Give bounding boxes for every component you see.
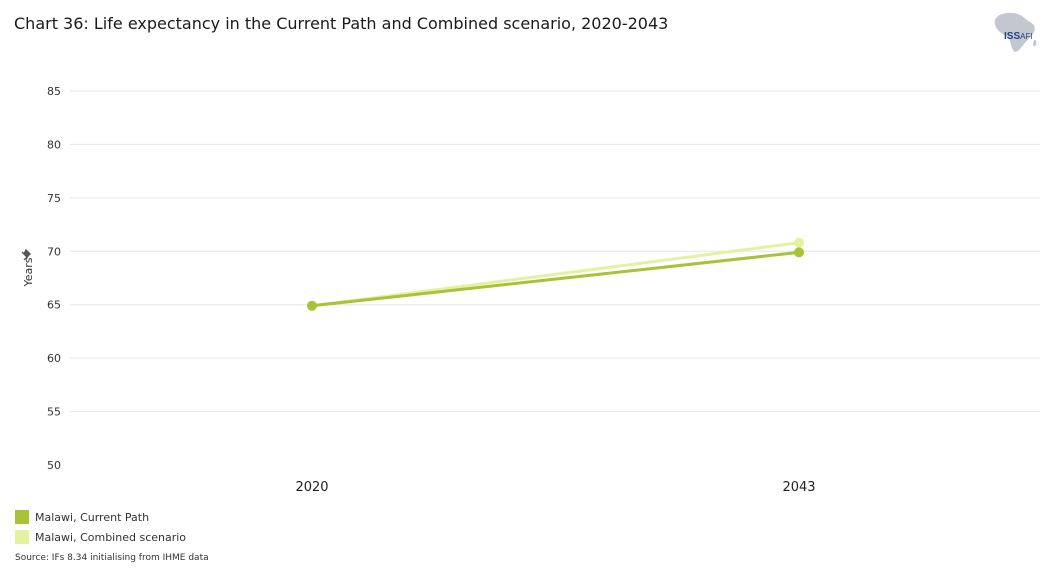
chart-title: Chart 36: Life expectancy in the Current… xyxy=(14,14,669,33)
y-tick-label: 85 xyxy=(47,85,61,98)
legend-label-current-path: Malawi, Current Path xyxy=(35,510,150,524)
y-axis-ticks: 50 55 60 65 70 75 80 85 xyxy=(47,85,61,472)
y-tick-label: 55 xyxy=(47,406,61,419)
data-point-0-0[interactable] xyxy=(307,300,317,311)
series-lines xyxy=(307,237,804,311)
x-tick-label: 2043 xyxy=(782,480,815,495)
legend-swatch-combined xyxy=(15,530,29,544)
data-point-0-1[interactable] xyxy=(794,247,804,258)
legend-item-current-path[interactable]: Malawi, Current Path xyxy=(15,507,186,527)
logo-iss: ISS xyxy=(1004,31,1021,42)
x-tick-label: 2020 xyxy=(295,480,328,495)
legend-label-combined: Malawi, Combined scenario xyxy=(35,530,187,544)
y-tick-label: 70 xyxy=(47,245,61,258)
issafrica-logo-icon xyxy=(994,12,1037,52)
data-point-1-1[interactable] xyxy=(794,237,804,248)
source-note: Source: IFs 8.34 initialising from IHME … xyxy=(15,553,209,563)
legend-item-combined[interactable]: Malawi, Combined scenario xyxy=(15,527,186,547)
y-axis-label-group: Years xyxy=(22,257,35,287)
y-tick-label: 65 xyxy=(47,299,61,312)
gridlines xyxy=(70,90,1040,413)
y-tick-label: 60 xyxy=(47,352,61,365)
y-tick-label: 50 xyxy=(47,459,61,472)
pin-icon[interactable] xyxy=(21,248,31,261)
y-tick-label: 80 xyxy=(47,138,61,151)
y-axis-label: Years xyxy=(22,257,35,287)
x-axis-ticks: 2020 2043 xyxy=(295,480,815,495)
logo-afi: AFI xyxy=(1020,32,1033,41)
series-line-1[interactable] xyxy=(310,241,801,308)
logo-text: ISSAFI xyxy=(1004,31,1033,42)
y-tick-label: 75 xyxy=(47,192,61,205)
legend-swatch-current-path xyxy=(15,510,29,524)
legend: Malawi, Current Path Malawi, Combined sc… xyxy=(15,507,186,547)
series-line-0[interactable] xyxy=(310,250,801,308)
